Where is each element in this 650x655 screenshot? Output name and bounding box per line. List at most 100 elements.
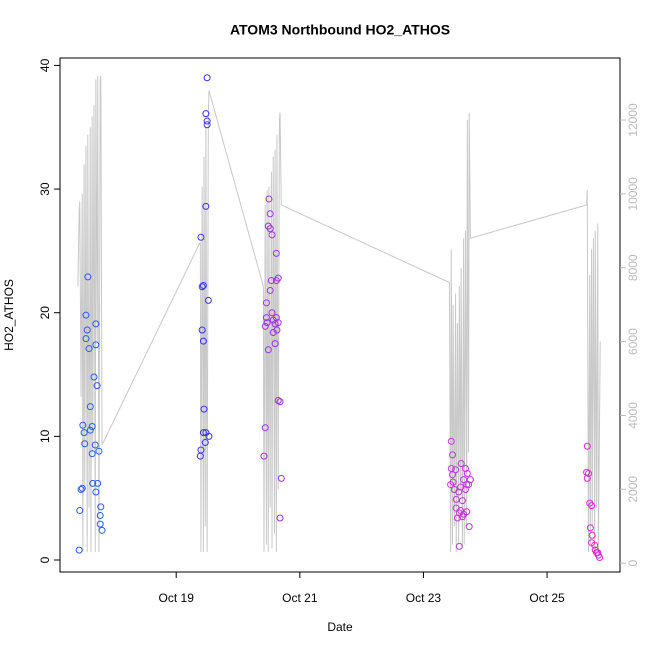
scatter-point <box>460 476 468 484</box>
scatter-point <box>98 526 106 534</box>
scatter-point <box>463 508 471 516</box>
scatter-point <box>584 469 592 477</box>
scatter-point <box>196 452 204 460</box>
y-tick-label: 30 <box>38 182 52 196</box>
scatter-point <box>96 511 104 519</box>
scatter-point <box>274 397 282 405</box>
scatter-point <box>199 282 207 290</box>
scatter-point <box>274 274 282 282</box>
scatter-point <box>91 441 99 449</box>
scatter-point <box>447 437 455 445</box>
x-tick-label: Oct 19 <box>159 591 195 605</box>
scatter-point <box>76 507 84 515</box>
scatter-point <box>263 319 271 327</box>
scatter-point <box>463 469 471 477</box>
scatter-point <box>199 337 207 345</box>
scatter-point <box>276 514 284 522</box>
scatter-point <box>268 309 276 317</box>
scatter-point <box>88 450 96 458</box>
scatter-point <box>466 476 474 484</box>
scatter-point <box>465 523 473 531</box>
scatter-point <box>197 233 205 241</box>
scatter-point <box>448 451 456 459</box>
scatter-point <box>591 541 599 549</box>
scatter-point <box>594 549 602 557</box>
x-axis-label: Date <box>327 620 353 634</box>
scatter-point <box>92 488 100 496</box>
scatter-point <box>265 195 273 203</box>
scatter-point <box>277 474 285 482</box>
scatter-point <box>448 471 456 479</box>
scatter-point <box>449 478 457 486</box>
scatter-point <box>262 299 270 307</box>
scatter-point <box>199 429 207 437</box>
scatter-point <box>77 486 85 494</box>
scatter-point <box>271 340 279 348</box>
chart-title: ATOM3 Northbound HO2_ATHOS <box>230 22 450 38</box>
y-axis-label: HO2_ATHOS <box>2 279 16 351</box>
scatter-point <box>78 484 86 492</box>
scatter-point <box>266 225 274 233</box>
scatter-point <box>458 497 466 505</box>
y-tick-label: 40 <box>38 58 52 72</box>
scatter-point <box>95 447 103 455</box>
scatter-point <box>97 503 105 511</box>
scatter-point <box>200 405 208 413</box>
y2-tick-label: 8000 <box>626 254 640 281</box>
x-tick-label: Oct 21 <box>282 591 318 605</box>
scatter-point <box>457 460 465 468</box>
y2-tick-label: 0 <box>626 559 640 566</box>
scatter-point <box>586 524 594 532</box>
y-tick-label: 20 <box>38 306 52 320</box>
scatter-point <box>268 231 276 239</box>
scatter-point <box>94 479 102 487</box>
scatter-point <box>84 273 92 281</box>
y2-tick-label: 4000 <box>626 402 640 429</box>
plot-frame <box>59 57 621 573</box>
y2-tick-label: 10000 <box>626 177 640 211</box>
scatter-point <box>201 439 209 447</box>
scatter-point <box>583 442 591 450</box>
scatter-point <box>452 466 460 474</box>
scatter-point <box>455 542 463 550</box>
scatter-point <box>461 486 469 494</box>
scatter-point <box>272 249 280 257</box>
scatter-point <box>202 202 210 210</box>
scatter-point <box>86 426 94 434</box>
scatter-point <box>92 320 100 328</box>
scatter-point <box>85 345 93 353</box>
x-tick-label: Oct 23 <box>406 591 442 605</box>
scatter-point <box>204 296 212 304</box>
scatter-point <box>202 110 210 118</box>
scatter-point <box>588 502 596 510</box>
scatter-point <box>86 403 94 411</box>
scatter-point <box>458 513 466 521</box>
scatter-point <box>92 341 100 349</box>
scatter-point <box>81 440 89 448</box>
scatter-point <box>203 74 211 82</box>
scatter-point <box>262 314 270 322</box>
scatter-point <box>198 283 206 291</box>
y2-tick-label: 2000 <box>626 476 640 503</box>
scatter-point <box>203 121 211 129</box>
scatter-point <box>83 326 91 334</box>
x-tick-label: Oct 25 <box>529 591 565 605</box>
scatter-point <box>273 326 281 334</box>
scatter-point <box>583 474 591 482</box>
scatter-point <box>261 424 269 432</box>
scatter-point <box>80 429 88 437</box>
scatter-point <box>82 311 90 319</box>
scatter-point <box>93 382 101 390</box>
scatter-point <box>198 326 206 334</box>
scatter-point <box>88 422 96 430</box>
scatter-point <box>260 452 268 460</box>
scatter-point <box>267 277 275 285</box>
scatter-point <box>266 286 274 294</box>
scatter-point <box>276 398 284 406</box>
scatter-point <box>266 210 274 218</box>
y2-tick-label: 6000 <box>626 328 640 355</box>
y-tick-label: 10 <box>38 429 52 443</box>
line-series <box>77 75 601 553</box>
